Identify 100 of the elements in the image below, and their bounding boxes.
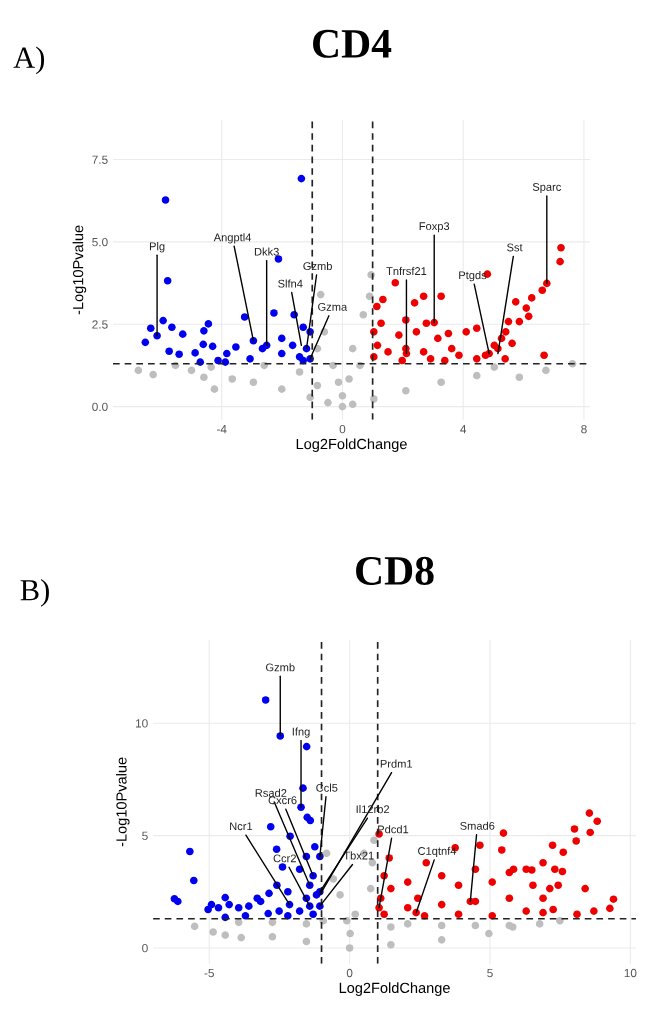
point [403,920,412,928]
text: A) [13,46,45,75]
point [387,884,395,893]
point [275,907,283,915]
x-axis-title: Log2FoldChange [296,438,407,453]
point [161,196,170,204]
point [149,370,157,379]
point [524,312,533,321]
point [338,402,347,411]
point [274,255,283,263]
point [266,823,275,831]
point [419,292,428,301]
annotation: Tnfrsf21 [386,266,427,275]
point [370,395,378,403]
annotation: Pdcd1 [378,825,409,834]
point [373,302,381,311]
annotation: Ccl5 [316,783,338,792]
point [511,298,520,306]
point [324,398,332,407]
point [395,331,403,339]
point [542,366,550,375]
point [437,378,445,387]
point [593,817,602,825]
point [501,355,509,363]
point [609,895,618,903]
point [316,290,325,299]
annotation: C1qtnf4 [418,846,457,858]
x-axis-title: Log2FoldChange [339,982,450,996]
point [419,348,428,356]
annotation: Gzmb [303,261,332,271]
annotation: Sparc [532,183,562,194]
point [472,371,481,380]
point [403,903,412,912]
annotation: Smad6 [460,821,495,830]
point [509,865,518,874]
point [572,837,580,845]
point [485,929,493,938]
point [437,292,445,301]
annotation: Sst [507,243,523,252]
point [402,387,410,395]
annotation: Slfn4 [278,279,303,288]
point [295,368,304,376]
point [277,385,286,393]
point [515,373,524,382]
y-tick-label: 0 [142,943,148,953]
point [175,350,183,359]
point [528,866,536,874]
point [522,304,531,312]
point [345,944,354,952]
point [558,867,567,876]
y-axis-title: -Log10Pvalue [115,757,130,847]
point [556,257,564,266]
point [398,356,407,365]
point [302,937,311,946]
point [403,878,412,886]
point [384,348,392,356]
x-tick-label: 10 [624,968,637,978]
point [422,319,431,328]
chart-title: CD4 [313,29,392,58]
point [268,932,277,941]
point [302,742,311,751]
annotation: Foxp3 [419,222,450,233]
point [214,356,222,365]
x-tick-label: 4 [460,425,467,434]
point [366,884,375,893]
point [437,900,446,909]
point [559,848,568,857]
annotation: Ncr1 [230,822,253,831]
point [570,825,579,833]
point [223,349,231,358]
point [505,894,514,903]
point [346,929,354,938]
point [488,878,497,886]
point [168,323,176,332]
text: B) [20,579,49,607]
point [387,941,395,949]
point [437,921,446,930]
point [232,343,240,351]
point [299,323,307,332]
x-tick-label: 0 [339,424,346,434]
point [379,295,387,304]
annotation: Gzma [318,302,348,311]
y-tick-label: 5 [142,831,148,840]
point [501,328,510,336]
point [265,889,273,898]
point [508,339,516,348]
point [190,922,199,931]
point [504,317,513,326]
point [208,342,217,351]
point [204,320,213,328]
point [270,309,278,317]
annotation: Tbx21 [343,851,374,860]
point [539,894,547,903]
point [557,243,565,252]
point [187,366,196,375]
point [529,881,537,890]
point [455,351,463,360]
point [548,841,557,850]
point [134,366,143,375]
point [437,872,446,880]
